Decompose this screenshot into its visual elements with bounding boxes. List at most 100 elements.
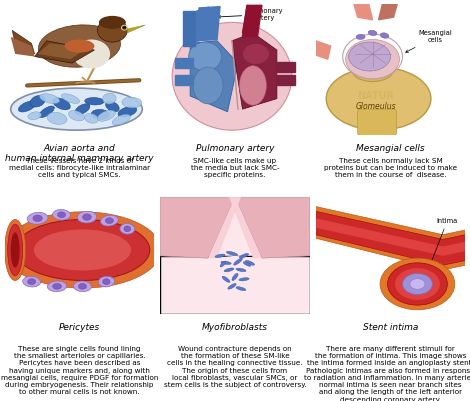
Polygon shape (229, 197, 262, 258)
Polygon shape (175, 58, 193, 69)
Ellipse shape (53, 98, 70, 110)
Ellipse shape (53, 209, 70, 220)
Ellipse shape (4, 212, 161, 288)
Ellipse shape (97, 18, 127, 42)
Polygon shape (11, 37, 35, 57)
Polygon shape (277, 75, 295, 85)
Ellipse shape (34, 229, 131, 271)
Ellipse shape (30, 95, 45, 107)
Ellipse shape (120, 223, 135, 234)
Text: Stent intima: Stent intima (363, 323, 418, 332)
Ellipse shape (83, 214, 91, 220)
Polygon shape (235, 197, 310, 258)
Text: Mesangial
cells: Mesangial cells (406, 30, 452, 52)
Ellipse shape (5, 219, 26, 280)
Polygon shape (353, 1, 373, 20)
Ellipse shape (39, 106, 55, 117)
Text: NATUR: NATUR (357, 91, 394, 101)
Polygon shape (175, 75, 193, 85)
Ellipse shape (47, 112, 67, 124)
Polygon shape (316, 218, 465, 256)
Ellipse shape (78, 284, 86, 289)
Ellipse shape (11, 88, 142, 130)
Polygon shape (277, 62, 295, 72)
Text: These cells normally lack SM
proteins but can be induced to make
them in the cou: These cells normally lack SM proteins bu… (324, 158, 457, 178)
Ellipse shape (236, 287, 246, 291)
Ellipse shape (47, 281, 67, 292)
Ellipse shape (239, 277, 249, 281)
Ellipse shape (73, 281, 92, 292)
Ellipse shape (8, 224, 23, 276)
Ellipse shape (91, 109, 110, 119)
Ellipse shape (193, 67, 223, 104)
Ellipse shape (227, 251, 238, 255)
Ellipse shape (99, 16, 126, 29)
Polygon shape (35, 41, 94, 63)
Text: Avian aorta and
human internal mammary artery: Avian aorta and human internal mammary a… (5, 144, 154, 163)
Ellipse shape (124, 226, 131, 232)
Ellipse shape (28, 279, 36, 285)
Ellipse shape (102, 93, 116, 104)
Polygon shape (313, 41, 331, 59)
Ellipse shape (101, 215, 118, 226)
Polygon shape (183, 10, 195, 46)
Text: There are many different stimuli for
the formation of intima. This image shows
t: There are many different stimuli for the… (304, 346, 470, 401)
Ellipse shape (77, 211, 97, 223)
Ellipse shape (98, 276, 115, 287)
Ellipse shape (402, 273, 432, 295)
Polygon shape (316, 207, 465, 270)
Ellipse shape (15, 219, 150, 280)
Polygon shape (160, 197, 235, 258)
Ellipse shape (221, 261, 231, 265)
Ellipse shape (236, 268, 246, 272)
Ellipse shape (62, 94, 79, 103)
Ellipse shape (39, 25, 120, 67)
Polygon shape (232, 33, 277, 109)
Ellipse shape (11, 232, 20, 267)
Polygon shape (243, 5, 262, 37)
FancyBboxPatch shape (358, 109, 397, 136)
Ellipse shape (220, 261, 226, 267)
Ellipse shape (388, 263, 447, 305)
Text: Intima: Intima (427, 218, 458, 271)
Ellipse shape (380, 258, 455, 310)
Ellipse shape (69, 111, 85, 121)
Ellipse shape (224, 268, 234, 272)
Ellipse shape (73, 39, 110, 69)
Text: These vessels have 2 kinds of
medial cells: fibrocyte-like intralaminar
cells an: These vessels have 2 kinds of medial cel… (9, 158, 150, 178)
Ellipse shape (112, 114, 130, 125)
Ellipse shape (53, 284, 62, 289)
Text: Wound contracture depends on
the formation of these SM-like
cells in the healing: Wound contracture depends on the formati… (164, 346, 306, 388)
Ellipse shape (345, 39, 400, 79)
Ellipse shape (395, 268, 440, 300)
Ellipse shape (85, 113, 99, 123)
Ellipse shape (352, 58, 393, 81)
Polygon shape (316, 211, 465, 265)
Ellipse shape (172, 22, 292, 130)
Polygon shape (196, 7, 220, 41)
Ellipse shape (118, 107, 137, 117)
Ellipse shape (232, 273, 238, 281)
Ellipse shape (234, 258, 243, 265)
Text: SMC-like cells make up
the media but lack SMC-
specific proteins.: SMC-like cells make up the media but lac… (191, 158, 279, 178)
Ellipse shape (122, 97, 141, 108)
Ellipse shape (39, 94, 60, 103)
Ellipse shape (85, 97, 104, 105)
Ellipse shape (64, 39, 94, 53)
Ellipse shape (23, 276, 40, 287)
Ellipse shape (27, 213, 48, 224)
Ellipse shape (326, 67, 431, 130)
Text: Myofibroblasts: Myofibroblasts (202, 323, 268, 332)
Ellipse shape (243, 262, 251, 266)
Polygon shape (378, 1, 398, 20)
Ellipse shape (222, 276, 230, 282)
Ellipse shape (368, 30, 377, 36)
Ellipse shape (106, 101, 119, 112)
Ellipse shape (75, 104, 90, 114)
Ellipse shape (356, 34, 365, 39)
Ellipse shape (243, 43, 269, 65)
Ellipse shape (97, 110, 115, 121)
Ellipse shape (349, 42, 391, 71)
Circle shape (122, 26, 126, 30)
Ellipse shape (245, 261, 255, 265)
